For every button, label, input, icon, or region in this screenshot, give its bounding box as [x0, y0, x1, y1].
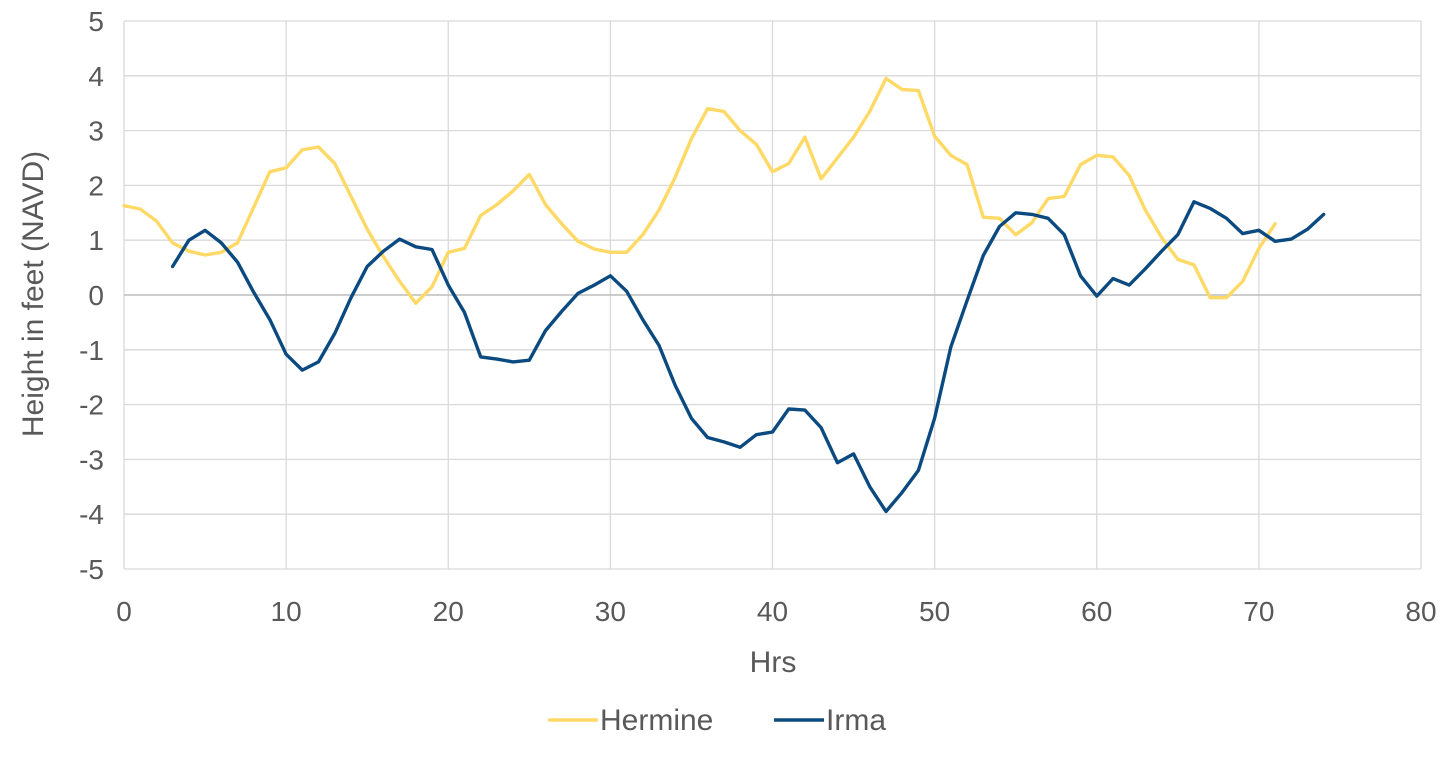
x-axis-label: Hrs [750, 646, 797, 679]
gridlines [123, 20, 1422, 570]
y-tick-label: -4 [79, 499, 104, 530]
y-tick-label: 0 [88, 280, 104, 311]
x-tick-label: 80 [1405, 596, 1436, 627]
series-line-hermine [122, 76, 1277, 305]
x-tick-label: 30 [595, 596, 626, 627]
series-line-irma [170, 200, 1326, 514]
y-tick-label: 1 [88, 225, 104, 256]
y-tick-label: -5 [79, 554, 104, 585]
y-tick-label: -1 [79, 335, 104, 366]
series-lines [122, 76, 1326, 514]
x-tick-label: 70 [1243, 596, 1274, 627]
y-tick-label: -2 [79, 390, 104, 421]
x-tick-label: 0 [116, 596, 132, 627]
x-tick-label: 20 [433, 596, 464, 627]
x-tick-label: 10 [271, 596, 302, 627]
x-tick-label: 50 [919, 596, 950, 627]
x-tick-label: 40 [757, 596, 788, 627]
y-tick-label: 4 [88, 61, 104, 92]
y-tick-label: 2 [88, 170, 104, 201]
y-tick-label: 5 [88, 6, 104, 37]
y-axis-label: Height in feet (NAVD) [17, 151, 50, 437]
y-tick-label: -3 [79, 444, 104, 475]
y-tick-label: 3 [88, 116, 104, 147]
x-tick-label: 60 [1081, 596, 1112, 627]
legend-label-irma: Irma [826, 704, 886, 737]
legend-label-hermine: Hermine [600, 704, 713, 737]
legend: Hermine Irma [548, 704, 886, 737]
